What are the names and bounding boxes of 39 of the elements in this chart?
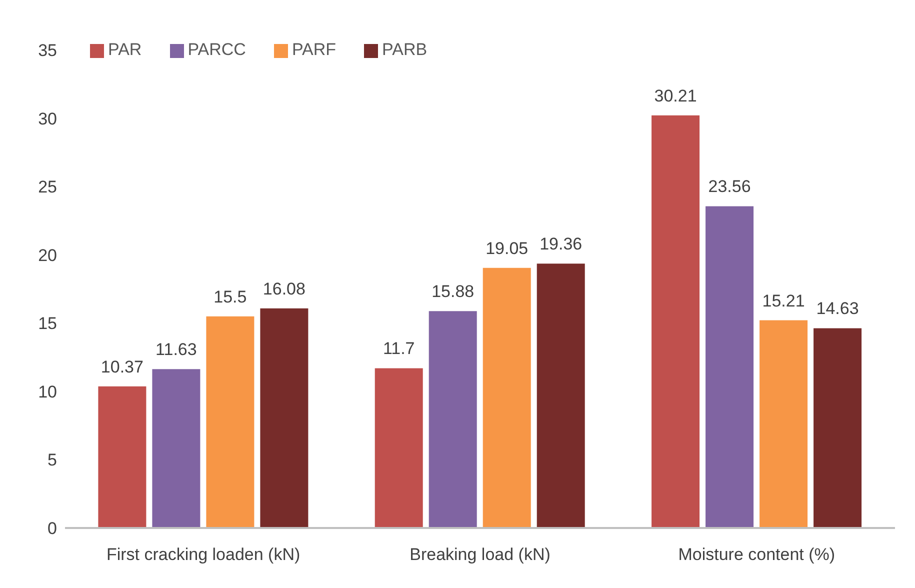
- bar: [536, 264, 585, 528]
- y-tick-label: 10: [38, 382, 57, 402]
- bar: [206, 316, 254, 528]
- y-tick-label: 15: [38, 314, 57, 334]
- y-tick-label: 30: [38, 109, 57, 128]
- bar: [706, 206, 754, 528]
- data-label: 30.21: [654, 86, 697, 106]
- data-label: 11.63: [156, 340, 197, 360]
- bar: [428, 311, 477, 528]
- legend-label: PAR: [108, 40, 142, 59]
- y-tick-label: 5: [48, 450, 57, 470]
- y-tick-label: 25: [38, 178, 57, 197]
- bar: [482, 268, 531, 528]
- bar: [260, 308, 308, 528]
- bar: [152, 369, 200, 528]
- x-tick-label: Breaking load (kN): [410, 545, 550, 564]
- data-label: 14.63: [816, 299, 859, 318]
- x-tick-label: Moisture content (%): [678, 545, 836, 564]
- data-label: 15.88: [432, 282, 474, 302]
- bar: [760, 320, 808, 528]
- data-label: 16.08: [262, 279, 306, 298]
- legend-label: PARCC: [188, 40, 246, 59]
- x-tick-label: First cracking loaden (kN): [106, 545, 300, 564]
- bar: [814, 328, 862, 528]
- data-label: 19.05: [486, 238, 528, 258]
- data-label: 10.37: [100, 357, 144, 376]
- data-label: 15.21: [762, 291, 805, 310]
- bar: [98, 386, 146, 528]
- y-tick-label: 35: [38, 41, 57, 60]
- bar: [652, 115, 700, 528]
- y-tick-label: 20: [38, 246, 57, 265]
- data-label: 23.56: [708, 177, 751, 196]
- bar: [374, 368, 423, 528]
- y-tick-label: 0: [48, 519, 57, 538]
- data-label: 19.36: [540, 234, 582, 254]
- legend-label: PARB: [382, 40, 428, 59]
- data-label: 15.5: [214, 287, 247, 306]
- data-label: 11.7: [382, 339, 415, 358]
- legend-label: PARF: [292, 40, 336, 59]
